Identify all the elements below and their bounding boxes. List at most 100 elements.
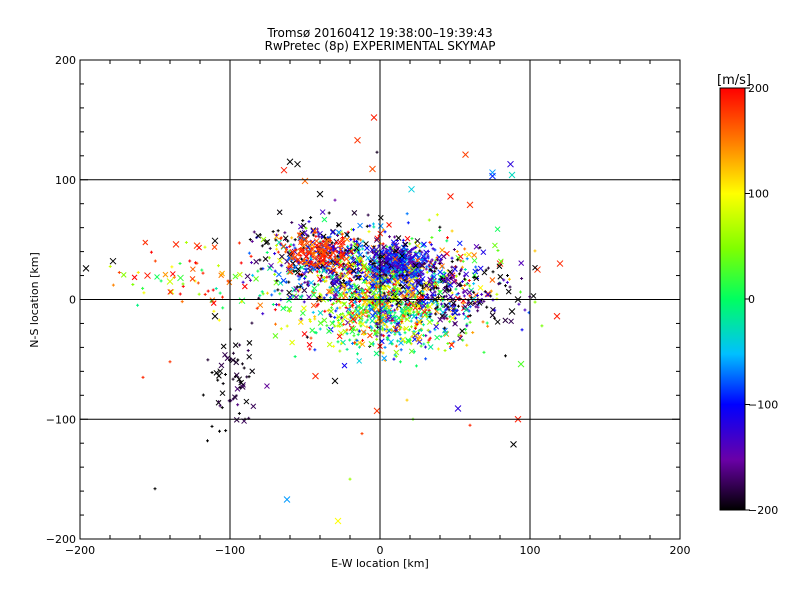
cloud-point <box>433 248 437 252</box>
cloud-point <box>386 271 390 275</box>
cloud-point <box>439 302 443 306</box>
data-point <box>218 429 221 433</box>
data-point <box>334 517 342 525</box>
cloud-point <box>414 245 418 249</box>
cloud-point <box>361 247 365 251</box>
cloud-point <box>335 306 339 310</box>
cloud-point <box>442 330 449 337</box>
cloud-point <box>411 271 418 278</box>
cloud-point <box>333 287 340 293</box>
cloud-point <box>446 236 450 240</box>
cloud-point <box>463 268 467 272</box>
cloud-point <box>367 281 371 285</box>
cloud-point <box>325 266 329 270</box>
cloud-point <box>293 238 297 242</box>
cloud-point <box>461 312 465 316</box>
cloud-point <box>380 333 384 337</box>
cloud-point <box>341 301 348 307</box>
cloud-point <box>402 327 406 331</box>
cloud-point <box>383 230 387 234</box>
data-point <box>201 271 205 275</box>
cloud-point <box>154 274 160 280</box>
cloud-point <box>232 273 239 280</box>
x-axis-ticks: −200 −100 0 100 200 <box>65 60 691 557</box>
cloud-point <box>424 267 428 271</box>
cloud-point <box>436 280 440 284</box>
cloud-point <box>434 312 438 316</box>
cloud-point <box>335 250 339 254</box>
cloud-point <box>248 238 252 242</box>
cloud-point <box>353 341 357 345</box>
cloud-point <box>454 287 458 291</box>
cloud-point <box>414 364 418 368</box>
data-point <box>496 260 504 267</box>
cloud-point <box>396 321 400 325</box>
cloud-point <box>355 338 359 342</box>
cloud-point <box>359 294 363 298</box>
x-tick-label: −200 <box>65 544 95 557</box>
cloud-point <box>253 276 259 282</box>
cloud-point <box>374 319 378 323</box>
cloud-point <box>346 263 353 269</box>
data-point <box>153 487 157 491</box>
cloud-point <box>347 283 354 290</box>
y-tick-label: 200 <box>55 54 76 67</box>
cloud-point <box>338 245 342 249</box>
cloud-point <box>333 315 337 319</box>
cloud-point <box>197 292 201 296</box>
cloud-point <box>395 263 401 270</box>
cloud-point <box>271 303 275 307</box>
cloud-point <box>389 314 393 318</box>
cloud-point <box>250 239 254 243</box>
cloud-point <box>319 209 326 215</box>
cloud-point <box>360 244 364 248</box>
cloud-point <box>308 319 312 323</box>
data-point <box>489 172 496 180</box>
cloud-point <box>482 299 486 303</box>
data-point <box>211 312 219 320</box>
cloud-point <box>303 236 309 243</box>
cloud-point <box>326 235 330 239</box>
cloud-point <box>309 216 313 220</box>
cloud-point <box>474 265 478 269</box>
cloud-point <box>370 289 377 296</box>
cloud-point <box>361 311 365 315</box>
cloud-point <box>397 331 401 335</box>
cloud-point <box>496 249 500 253</box>
cloud-point <box>424 357 428 361</box>
cloud-point <box>416 295 420 299</box>
cloud-point <box>502 317 509 324</box>
cloud-point <box>342 284 346 288</box>
cloud-point <box>433 284 437 288</box>
cloud-point <box>189 276 196 282</box>
cloud-point <box>519 290 522 294</box>
cloud-point <box>316 283 320 287</box>
cloud-point <box>404 317 408 321</box>
cloud-point <box>344 280 348 284</box>
cloud-point <box>221 306 225 310</box>
cloud-point <box>436 308 440 312</box>
cloud-point <box>178 262 182 266</box>
cloud-point <box>287 269 293 275</box>
cloud-point <box>348 277 352 281</box>
cloud-point <box>206 358 210 362</box>
cloud-point <box>300 273 304 277</box>
cloud-point <box>495 297 499 301</box>
cloud-point <box>395 235 402 241</box>
cloud-point <box>364 271 370 278</box>
cloud-point <box>358 260 365 267</box>
cloud-point <box>333 260 340 267</box>
cloud-point <box>493 308 497 312</box>
data-point <box>360 432 364 436</box>
cloud-point <box>293 294 300 301</box>
cloud-point <box>368 224 372 228</box>
cloud-point <box>372 300 379 307</box>
cloud-point <box>381 242 385 246</box>
cloud-point <box>328 246 332 250</box>
cloud-point <box>366 318 370 322</box>
cloud-point <box>300 222 307 229</box>
cloud-point <box>400 302 404 306</box>
cloud-point <box>357 251 364 258</box>
cloud-point <box>357 322 361 326</box>
cloud-point <box>306 281 310 285</box>
